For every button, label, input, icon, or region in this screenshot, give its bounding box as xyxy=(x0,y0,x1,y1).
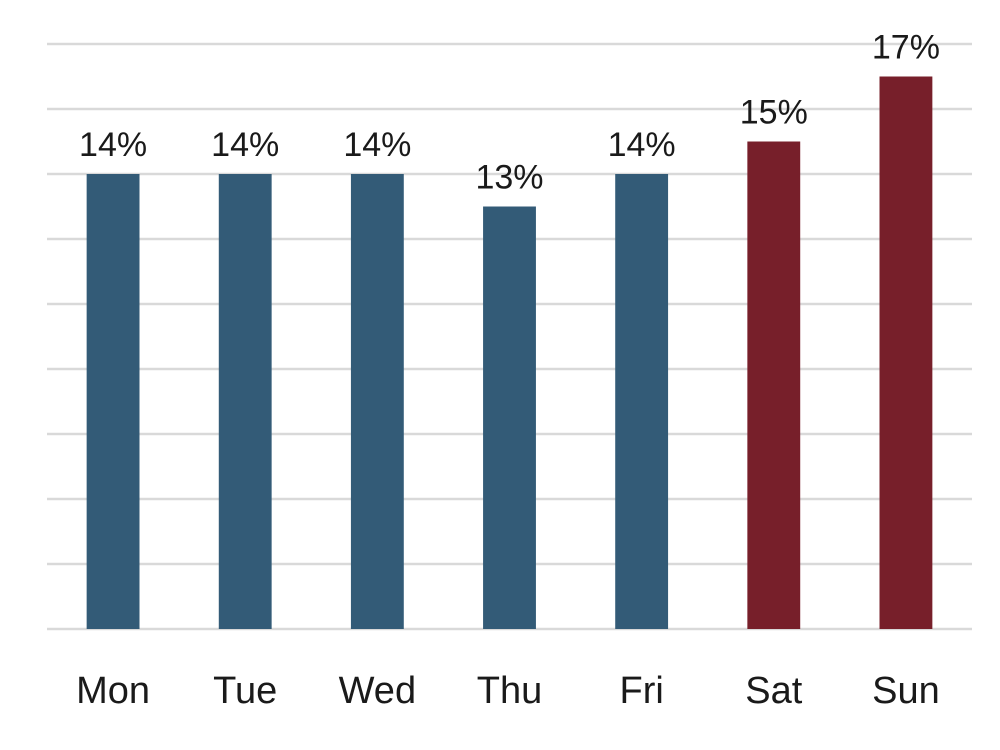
category-label-sat: Sat xyxy=(745,670,802,712)
bar-tue xyxy=(218,174,272,629)
bar-wed xyxy=(350,174,404,629)
category-label-mon: Mon xyxy=(76,670,150,712)
data-labels: 14% 14% 14% 13% 14% 15% 17% xyxy=(79,29,940,197)
category-label-tue: Tue xyxy=(213,670,277,712)
bar-fri xyxy=(615,174,669,629)
category-label-wed: Wed xyxy=(339,670,416,712)
category-label-fri: Fri xyxy=(619,670,663,712)
data-label-wed: 14% xyxy=(343,126,411,164)
category-labels: Mon Tue Wed Thu Fri Sat Sun xyxy=(76,670,940,712)
bar-sun xyxy=(879,76,933,629)
bar-thu xyxy=(483,206,536,629)
data-label-sat: 15% xyxy=(740,94,808,132)
category-label-sun: Sun xyxy=(872,670,940,712)
data-label-mon: 14% xyxy=(79,126,147,164)
data-label-tue: 14% xyxy=(211,126,279,164)
category-label-thu: Thu xyxy=(477,670,542,712)
data-label-thu: 13% xyxy=(475,159,543,197)
data-label-fri: 14% xyxy=(608,126,676,164)
bar-mon xyxy=(86,174,140,629)
bar-sat xyxy=(747,141,801,629)
data-label-sun: 17% xyxy=(872,29,940,67)
bars xyxy=(86,76,933,629)
